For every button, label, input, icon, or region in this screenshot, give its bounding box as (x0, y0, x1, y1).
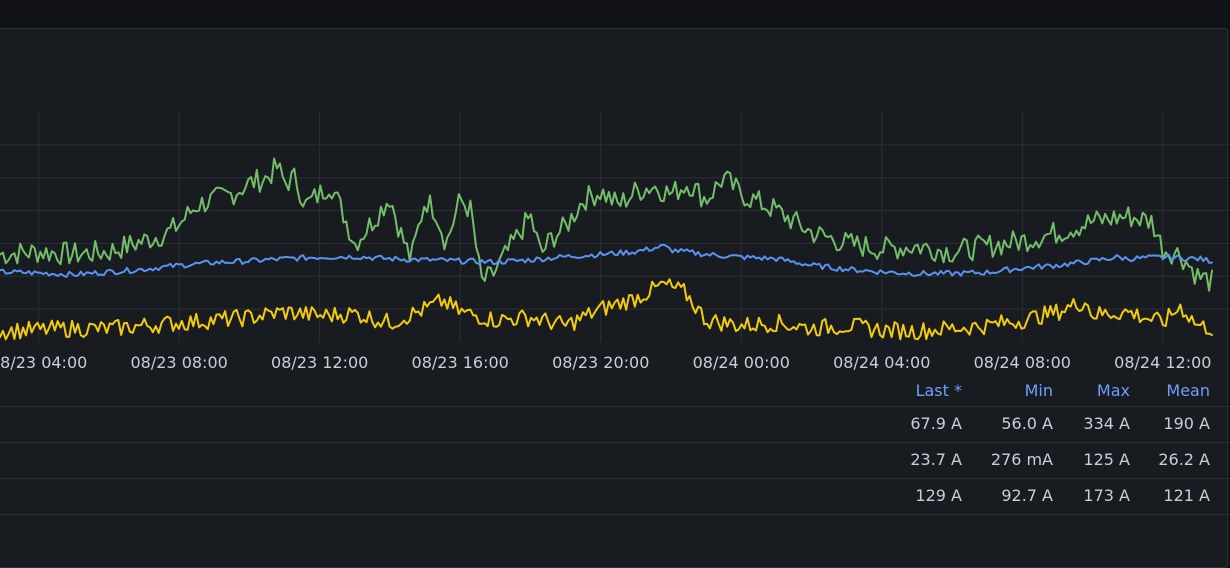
timeseries-chart: 08/23 04:00 08/23 08:00 08/23 12:00 08/23 1… (0, 112, 1230, 372)
chart-grid (0, 112, 1230, 342)
series-line-blue[interactable] (0, 243, 1213, 278)
x-tick-label: 08/23 20:00 (552, 353, 649, 372)
legend-value-max: 334 A (1083, 414, 1130, 433)
legend-header-mean[interactable]: Mean (1166, 381, 1210, 400)
legend-header-max[interactable]: Max (1096, 381, 1130, 400)
chart-series (0, 157, 1213, 341)
x-tick-label: 08/24 00:00 (693, 353, 790, 372)
x-tick-label: 08/24 04:00 (833, 353, 930, 372)
x-tick-label: 08/24 08:00 (974, 353, 1071, 372)
x-tick-label: 08/23 08:00 (131, 353, 228, 372)
legend-header: Last * Min Max Mean (0, 378, 1230, 414)
legend-value-last: 67.9 A (910, 414, 962, 433)
series-line-green[interactable] (0, 157, 1213, 292)
legend-value-mean: 26.2 A (1158, 450, 1210, 469)
legend-row[interactable]: 129 A 92.7 A 173 A 121 A (0, 478, 1230, 514)
x-tick-label: 08/23 04:00 (0, 353, 87, 372)
x-tick-label: 08/23 12:00 (271, 353, 368, 372)
x-tick-label: 08/24 12:00 (1114, 353, 1211, 372)
x-tick-label: 08/23 16:00 (412, 353, 509, 372)
legend-divider (0, 514, 1230, 515)
legend-value-last: 23.7 A (910, 450, 962, 469)
legend-value-min: 92.7 A (1001, 486, 1053, 505)
legend-header-min[interactable]: Min (1024, 381, 1053, 400)
legend-value-max: 125 A (1083, 450, 1130, 469)
legend-value-mean: 190 A (1163, 414, 1210, 433)
x-axis: 08/23 04:00 08/23 08:00 08/23 12:00 08/23 1… (0, 353, 1211, 372)
legend-value-min: 56.0 A (1001, 414, 1053, 433)
legend-value-min: 276 mA (990, 450, 1053, 469)
legend-value-last: 129 A (915, 486, 962, 505)
legend-row[interactable]: 23.7 A 276 mA 125 A 26.2 A (0, 442, 1230, 478)
legend-row[interactable]: 67.9 A 56.0 A 334 A 190 A (0, 406, 1230, 442)
legend-value-max: 173 A (1083, 486, 1130, 505)
legend-header-last[interactable]: Last * (915, 381, 962, 400)
legend-value-mean: 121 A (1163, 486, 1210, 505)
series-line-yellow[interactable] (0, 278, 1213, 341)
